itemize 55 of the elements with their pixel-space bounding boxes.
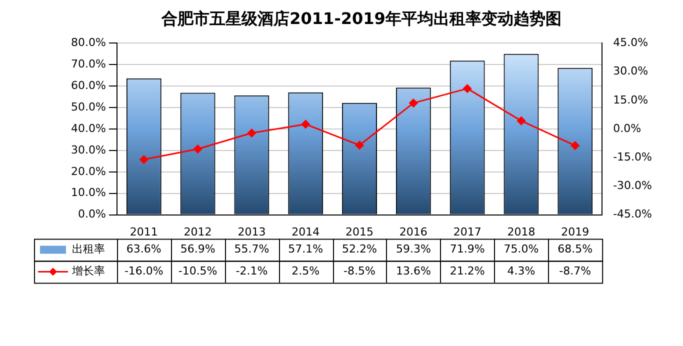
y-tick-label: 0.0% bbox=[78, 208, 106, 221]
data-label: 13.6% bbox=[396, 264, 431, 278]
y2-tick-label: 45.0% bbox=[613, 36, 648, 50]
y-tick-label: 50.0% bbox=[70, 100, 106, 114]
data-label: 71.9% bbox=[450, 242, 485, 256]
x-tick-label: 2016 bbox=[399, 225, 428, 238]
point bbox=[570, 141, 580, 150]
data-label: 63.6% bbox=[126, 242, 162, 256]
y-tick-label: 70.0% bbox=[70, 58, 106, 71]
y2-tick-label: 0.0% bbox=[613, 122, 642, 135]
y-tick-label: 60.0% bbox=[70, 78, 106, 92]
data-label: -16.0% bbox=[124, 264, 164, 278]
x-tick-label: 2015 bbox=[346, 225, 374, 238]
data-label: 2.5% bbox=[292, 264, 320, 278]
data-label: 59.3% bbox=[396, 242, 431, 256]
x-tick-label: 2019 bbox=[561, 225, 590, 238]
point bbox=[194, 144, 202, 154]
legend-label: 出租率 bbox=[72, 242, 105, 256]
y2-tick-label: -15.0% bbox=[613, 150, 652, 164]
data-label: 21.2% bbox=[450, 264, 485, 278]
data-label: 68.5% bbox=[558, 242, 593, 256]
y2-tick-label: 30.0% bbox=[613, 64, 648, 78]
y-tick-label: 20.0% bbox=[70, 164, 106, 178]
data-label: -8.5% bbox=[344, 264, 376, 278]
data-label: 56.9% bbox=[180, 242, 216, 256]
data-label: 57.1% bbox=[288, 242, 324, 256]
chart-title: 合肥市五星级酒店2011-2019年平均出租率变动趋势图 bbox=[160, 8, 562, 28]
x-tick-label: 2012 bbox=[184, 225, 212, 238]
point bbox=[247, 128, 256, 138]
y-tick-label: 10.0% bbox=[70, 186, 106, 200]
y2-tick-label: -45.0% bbox=[613, 208, 652, 221]
x-tick-label: 2011 bbox=[130, 225, 158, 238]
data-label: 52.2% bbox=[342, 242, 377, 256]
y2-tick-label: -30.0% bbox=[613, 179, 652, 192]
point bbox=[516, 116, 526, 126]
point bbox=[140, 155, 148, 164]
y-tick-label: 40.0% bbox=[70, 122, 106, 135]
data-label: -10.5% bbox=[178, 264, 218, 278]
data-label: 55.7% bbox=[234, 242, 270, 256]
point bbox=[463, 84, 472, 93]
y-tick-label: 30.0% bbox=[70, 143, 106, 156]
point bbox=[355, 140, 364, 150]
x-tick-label: 2017 bbox=[453, 225, 482, 238]
point bbox=[409, 98, 418, 108]
legend-label: 增长率 bbox=[71, 264, 105, 278]
data-label: 4.3% bbox=[507, 264, 536, 278]
data-label: -8.7% bbox=[559, 264, 592, 278]
x-tick-label: 2018 bbox=[507, 225, 536, 238]
x-tick-label: 2014 bbox=[292, 225, 320, 238]
data-label: 75.0% bbox=[504, 242, 539, 256]
point bbox=[301, 120, 310, 128]
data-label: -2.1% bbox=[236, 264, 268, 278]
y2-tick-label: 15.0% bbox=[613, 93, 648, 106]
x-tick-label: 2013 bbox=[238, 225, 266, 238]
y-tick-label: 80.0% bbox=[70, 36, 106, 50]
